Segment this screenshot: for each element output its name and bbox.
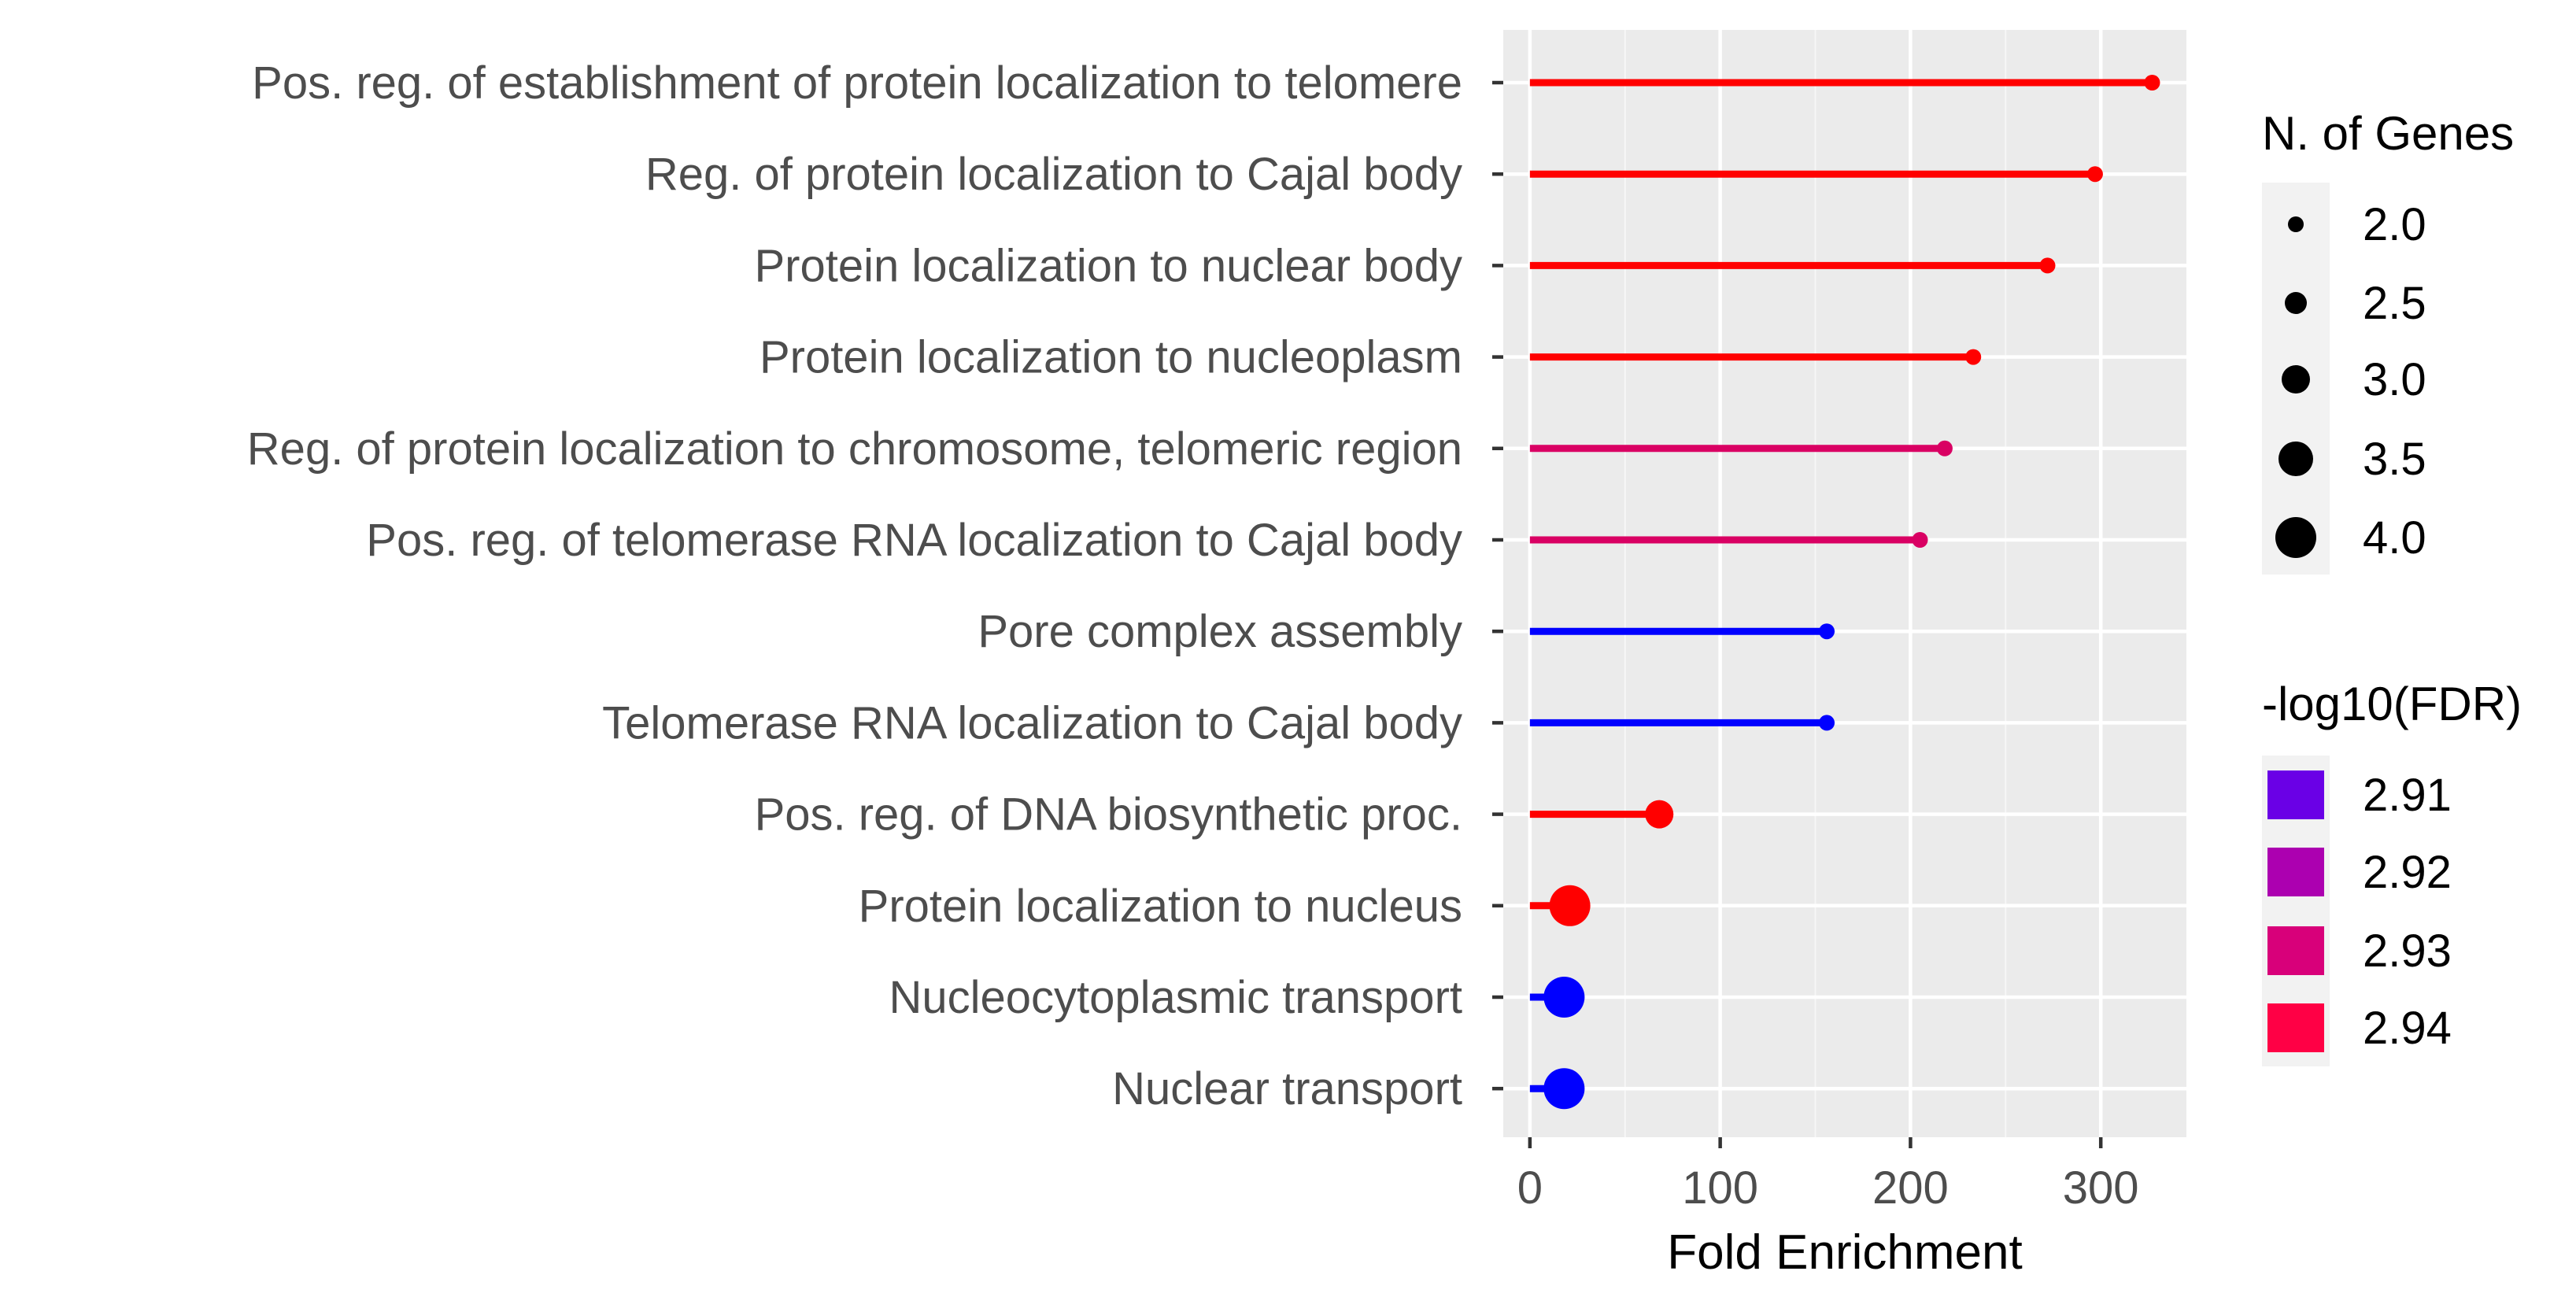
x-tick-label: 300 xyxy=(2063,1162,2139,1214)
color-legend-key xyxy=(2267,848,2324,896)
category-label: Telomerase RNA localization to Cajal bod… xyxy=(602,697,1462,748)
category-label: Pore complex assembly xyxy=(978,606,1462,657)
category-label: Pos. reg. of telomerase RNA localization… xyxy=(366,515,1462,566)
category-label: Protein localization to nuclear body xyxy=(754,240,1462,291)
lollipop-point xyxy=(1543,977,1585,1018)
size-legend-key xyxy=(2275,517,2316,558)
size-legend-key xyxy=(2285,292,2307,314)
size-legend-key xyxy=(2278,442,2313,476)
color-legend-label: 2.93 xyxy=(2363,926,2452,977)
marks xyxy=(1529,75,2160,1110)
size-legend: 2.0 2.5 3.0 3.5 4.0 xyxy=(2275,199,2426,564)
color-legend-key xyxy=(2267,926,2324,975)
color-legend: 2.91 2.92 2.93 2.94 xyxy=(2267,770,2452,1054)
category-label: Reg. of protein localization to chromoso… xyxy=(247,423,1462,475)
x-axis-title: Fold Enrichment xyxy=(1667,1225,2022,1280)
color-legend-key xyxy=(2267,1003,2324,1052)
y-axis: Pos. reg. of establishment of protein lo… xyxy=(247,57,1503,1114)
x-tick-label: 200 xyxy=(1872,1162,1949,1214)
category-label: Protein localization to nucleoplasm xyxy=(759,332,1462,383)
color-legend-title: -log10(FDR) xyxy=(2262,678,2522,730)
size-legend-title: N. of Genes xyxy=(2262,107,2514,160)
color-legend-label: 2.91 xyxy=(2363,770,2452,821)
lollipop-point xyxy=(2039,257,2056,274)
size-legend-label: 3.5 xyxy=(2363,434,2426,485)
category-label: Pos. reg. of establishment of protein lo… xyxy=(252,57,1462,109)
x-axis: 0 100 200 300 xyxy=(1517,1137,2139,1214)
lollipop-point xyxy=(1819,715,1835,731)
size-legend-key xyxy=(2288,216,2304,232)
size-legend-label: 2.0 xyxy=(2363,199,2426,250)
lollipop-point xyxy=(1543,1068,1585,1110)
category-label: Pos. reg. of DNA biosynthetic proc. xyxy=(755,789,1462,841)
x-tick-label: 0 xyxy=(1517,1162,1543,1214)
lollipop-point xyxy=(1912,532,1928,548)
category-label: Protein localization to nucleus xyxy=(859,881,1462,932)
lollipop-point xyxy=(2086,166,2103,183)
size-legend-label: 3.0 xyxy=(2363,354,2426,405)
lollipop-point xyxy=(1936,440,1953,456)
plot-panel xyxy=(1503,30,2186,1137)
size-legend-key xyxy=(2282,365,2310,394)
lollipop-point xyxy=(1549,885,1591,926)
lollipop-point xyxy=(1645,800,1674,829)
size-legend-label: 4.0 xyxy=(2363,512,2426,564)
size-legend-label: 2.5 xyxy=(2363,278,2426,329)
category-label: Reg. of protein localization to Cajal bo… xyxy=(645,149,1462,200)
lollipop-point xyxy=(2144,75,2160,91)
lollipop-point xyxy=(1965,349,1982,365)
category-label: Nucleocytoplasmic transport xyxy=(889,972,1462,1023)
lollipop-point xyxy=(1819,623,1835,640)
color-legend-label: 2.92 xyxy=(2363,847,2452,898)
category-label: Nuclear transport xyxy=(1112,1063,1462,1114)
color-legend-label: 2.94 xyxy=(2363,1003,2452,1054)
color-legend-key xyxy=(2267,770,2324,819)
x-tick-label: 100 xyxy=(1682,1162,1758,1214)
